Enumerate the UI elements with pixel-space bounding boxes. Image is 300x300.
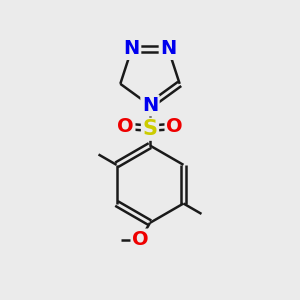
Text: S: S [142,119,158,139]
Text: N: N [124,40,140,58]
Text: O: O [166,117,183,136]
Text: N: N [160,40,176,58]
Text: O: O [132,230,149,249]
Text: O: O [117,117,134,136]
Text: N: N [142,96,158,115]
